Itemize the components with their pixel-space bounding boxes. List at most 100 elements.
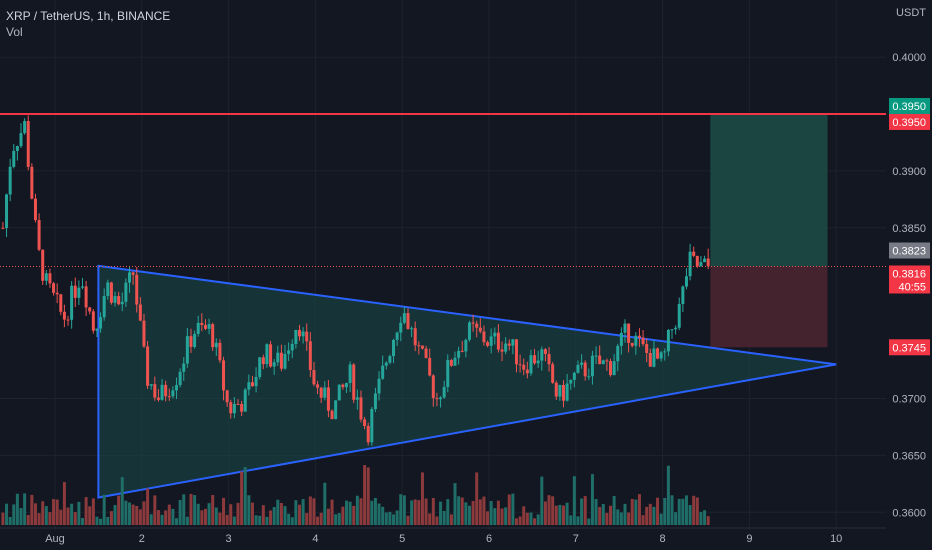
candle-body: [214, 342, 218, 348]
volume-bar: [167, 504, 171, 525]
y-tick-label: 0.3850: [892, 223, 926, 235]
symbol-title[interactable]: XRP / TetherUS, 1h, BINANCE: [6, 9, 171, 23]
candle-body: [1, 227, 5, 229]
volume-bar: [460, 497, 464, 525]
candle-body: [652, 348, 656, 367]
candle-body: [493, 332, 497, 337]
volume-bar: [337, 513, 341, 525]
volume-bar: [247, 495, 251, 525]
candle-body: [551, 364, 555, 383]
price-tag-label: 0.3816: [892, 268, 926, 280]
volume-bar: [547, 495, 551, 525]
candle-body: [540, 349, 544, 361]
candle-body: [500, 349, 504, 352]
candle-body: [562, 384, 566, 401]
volume-bar: [627, 512, 631, 525]
volume-bar: [703, 510, 707, 525]
candle-body: [26, 121, 30, 167]
candle-body: [222, 360, 226, 391]
price-tag-label: 0.3745: [892, 342, 926, 354]
volume-bar: [525, 512, 529, 525]
candle-body: [70, 285, 74, 320]
volume-bar: [572, 476, 576, 525]
volume-bar: [269, 510, 273, 525]
candle-body: [453, 357, 457, 366]
volume-bar: [52, 499, 56, 525]
volume-bar: [431, 497, 435, 525]
volume-bar: [135, 505, 139, 525]
volume-bar: [590, 474, 594, 525]
candle-body: [413, 328, 417, 346]
volume-bar: [308, 496, 312, 525]
volume-bar: [240, 471, 244, 525]
volume-bar: [612, 495, 616, 525]
candle-body: [486, 342, 490, 346]
candle-body: [279, 352, 283, 369]
volume-bar: [399, 494, 403, 525]
candle-body: [706, 258, 710, 267]
candle-body: [507, 343, 511, 346]
volume-bar: [128, 502, 132, 525]
volume-bar: [475, 472, 479, 525]
candle-body: [598, 355, 602, 365]
candle-body: [435, 398, 439, 400]
volume-bar: [496, 500, 500, 525]
volume-bar: [19, 508, 23, 525]
candle-body: [565, 383, 569, 401]
candle-body: [193, 333, 197, 347]
volume-bar: [99, 518, 103, 525]
candle-body: [153, 384, 157, 398]
volume-bar: [467, 505, 471, 525]
candle-body: [160, 384, 164, 400]
volume-bar: [229, 504, 233, 525]
candle-body: [399, 322, 403, 333]
candle-body: [464, 339, 468, 352]
price-tag-label: 0.3950: [892, 101, 926, 113]
volume-bar: [5, 503, 9, 525]
candle-body: [196, 322, 200, 334]
volume-bar: [392, 514, 396, 525]
candle-body: [73, 285, 77, 298]
candle-body: [301, 331, 305, 337]
volume-bar: [26, 515, 30, 525]
volume-bar: [616, 509, 620, 525]
candle-body: [525, 369, 529, 374]
candle-body: [543, 349, 547, 354]
volume-bar: [44, 506, 48, 525]
candle-body: [99, 317, 103, 329]
volume-bar: [193, 495, 197, 525]
candle-body: [146, 346, 150, 386]
candle-body: [695, 255, 699, 267]
candle-body: [355, 397, 359, 400]
candle-body: [648, 352, 652, 367]
candle-body: [692, 251, 696, 256]
triangle-pattern: [97, 264, 837, 499]
volume-bar: [352, 505, 356, 525]
candle-body: [609, 360, 613, 376]
volume-bar: [674, 512, 678, 525]
candle-body: [475, 323, 479, 328]
candle-body: [52, 283, 56, 293]
volume-bar: [482, 496, 486, 525]
volume-bar: [536, 514, 540, 525]
candle-body: [77, 287, 81, 298]
candle-body: [326, 387, 330, 411]
volume-bar: [587, 518, 591, 525]
x-tick-label: 4: [312, 533, 318, 545]
candle-body: [381, 365, 385, 379]
candle-body: [297, 329, 301, 337]
candle-body: [283, 353, 287, 369]
candle-body: [106, 282, 110, 297]
candle-body: [366, 425, 370, 443]
volume-bar: [73, 512, 77, 525]
candle-body: [250, 382, 254, 387]
candle-body: [699, 262, 703, 267]
volume-bar: [417, 500, 421, 525]
volume-bar: [699, 511, 703, 525]
volume-bar: [222, 497, 226, 525]
volume-bar: [146, 488, 150, 525]
volume-bar: [684, 495, 688, 525]
candle-body: [236, 403, 240, 405]
